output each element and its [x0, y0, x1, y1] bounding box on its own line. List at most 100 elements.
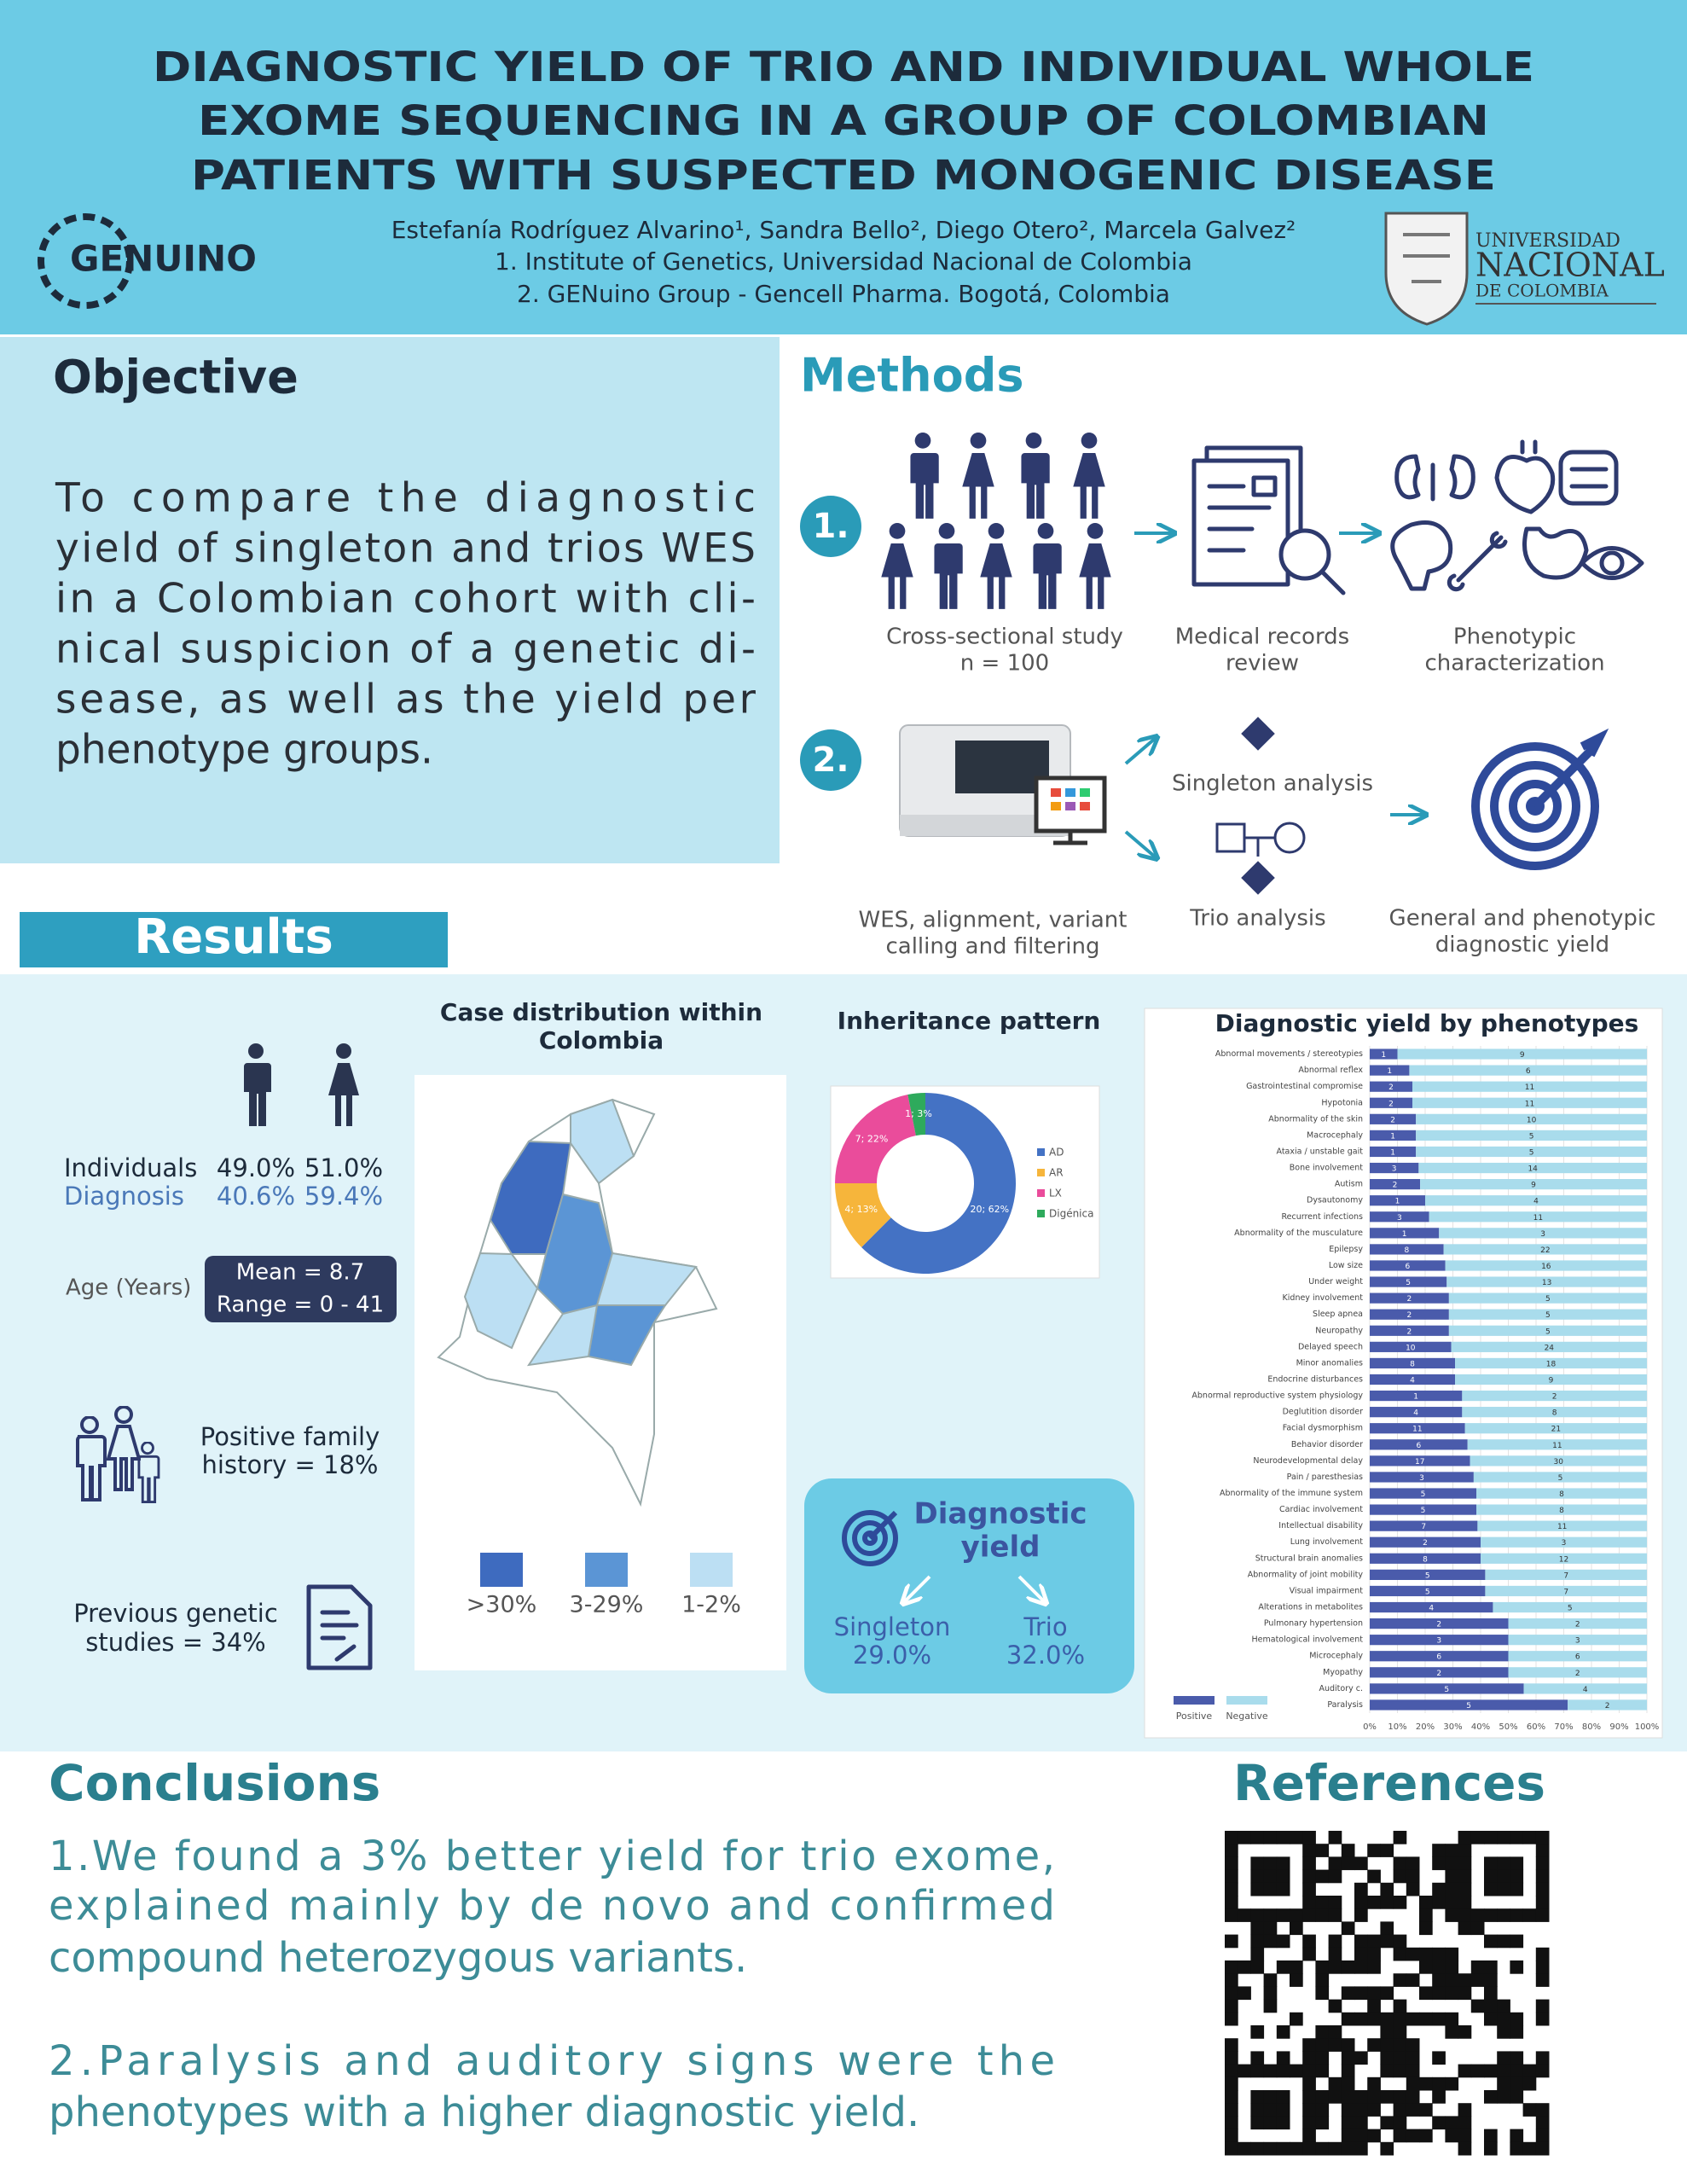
bar-value-label: 8 [1404, 1246, 1409, 1255]
x-tick-label: 100% [1635, 1722, 1660, 1732]
map-legend-swatch [480, 1553, 523, 1587]
qr-module [1458, 1882, 1472, 1896]
qr-module [1302, 2129, 1316, 2143]
bar-value-label: 5 [1425, 1588, 1430, 1596]
title-line: EXOME SEQUENCING IN A GROUP OF COLOMBIAN [198, 97, 1489, 145]
qr-module [1510, 2141, 1524, 2156]
qr-module [1225, 2090, 1238, 2104]
qr-module [1445, 1856, 1459, 1871]
x-tick-label: 20% [1416, 1722, 1435, 1732]
bar-segment [1412, 1097, 1647, 1108]
bar-value-label: 30 [1554, 1458, 1564, 1467]
qr-module [1290, 2012, 1303, 2026]
bar-segment [1425, 1195, 1647, 1206]
bar-value-label: 1 [1413, 1393, 1418, 1402]
bar-segment [1416, 1130, 1647, 1141]
bar-segment [1370, 1455, 1470, 1467]
qr-module [1250, 2116, 1265, 2130]
qr-module [1380, 2141, 1394, 2156]
qr-module [1276, 1831, 1290, 1844]
qr-module [1263, 1973, 1278, 1987]
qr-module [1263, 2141, 1278, 2156]
qr-module [1225, 1896, 1238, 1909]
qr-module [1276, 2090, 1290, 2104]
qr-module [1290, 1908, 1303, 1922]
section-heading: Results [134, 909, 333, 965]
qr-module [1458, 1831, 1472, 1844]
qr-module [1276, 1869, 1290, 1884]
qr-module [1225, 1856, 1238, 1871]
bar-value-label: 3 [1397, 1214, 1402, 1223]
qr-module [1445, 1960, 1459, 1974]
bar-value-label: 2 [1393, 1182, 1398, 1190]
family-history: Positive family [200, 1422, 380, 1451]
qr-module [1535, 1973, 1550, 1987]
qr-module [1367, 1999, 1381, 2013]
qr-module [1315, 1960, 1330, 1974]
bar-value-label: 5 [1444, 1686, 1449, 1694]
qr-module [1510, 1960, 1524, 1974]
qr-module [1225, 2064, 1238, 2078]
bar-segment [1370, 1423, 1465, 1434]
objective-line: sease, as well as the yield per [55, 677, 757, 723]
bar-value-label: 3 [1540, 1230, 1545, 1239]
bar-value-label: 7 [1563, 1588, 1568, 1596]
qr-module [1535, 2103, 1550, 2117]
bar-value-label: 2 [1388, 1100, 1394, 1108]
chart-title: Inheritance pattern [838, 1007, 1101, 1035]
qr-module [1238, 2064, 1251, 2078]
qr-module [1406, 2012, 1420, 2026]
qr-module [1484, 1869, 1498, 1884]
bar-segment [1416, 1146, 1647, 1158]
bar-segment [1397, 1048, 1647, 1060]
qr-module [1497, 1869, 1510, 1884]
qr-module [1522, 2103, 1537, 2117]
qr-module [1328, 1947, 1342, 1961]
map-title: Colombia [539, 1026, 664, 1054]
qr-module [1225, 1831, 1238, 1844]
bar-value-label: 2 [1605, 1702, 1610, 1711]
qr-module [1510, 2129, 1524, 2143]
demographic-cell: 51.0% [304, 1153, 383, 1182]
qr-module [1380, 2038, 1394, 2052]
qr-module [1302, 1856, 1316, 1871]
qr-module [1238, 2141, 1251, 2156]
category-label: Ataxia / unstable gait [1277, 1147, 1364, 1156]
bar-segment [1370, 1048, 1398, 1060]
qr-module [1302, 1844, 1316, 1857]
qr-module [1367, 1896, 1381, 1909]
qr-module [1393, 1934, 1407, 1949]
logo-text: GENUINO [70, 238, 257, 280]
map-legend-label: 3-29% [570, 1592, 644, 1618]
bar-value-label: 2 [1575, 1621, 1580, 1629]
bar-segment [1370, 1536, 1481, 1548]
bar-value-label: 8 [1410, 1360, 1415, 1368]
section-heading: Objective [53, 351, 299, 404]
qr-module [1250, 1856, 1265, 1871]
qr-module [1484, 2129, 1498, 2143]
section-heading: Conclusions [49, 1754, 380, 1812]
qr-module [1393, 1856, 1407, 1871]
bar-segment [1370, 1162, 1419, 1174]
qr-code [1225, 1831, 1550, 2156]
genuino-ring [38, 213, 133, 309]
qr-module [1432, 1882, 1446, 1896]
bar-value-label: 10 [1406, 1344, 1416, 1352]
x-tick-label: 30% [1443, 1722, 1462, 1732]
qr-module [1341, 1844, 1355, 1857]
demographic-cell: 49.0% [217, 1153, 295, 1182]
qr-module [1354, 1882, 1368, 1896]
bar-segment [1370, 1065, 1410, 1076]
qr-module [1315, 2141, 1330, 2156]
qr-module [1276, 1856, 1290, 1871]
bar-value-label: 5 [1545, 1327, 1551, 1336]
conclusion-line: 1.We found a 3% better yield for trio ex… [49, 1833, 1055, 1880]
pie-slice [861, 1093, 1016, 1274]
bar-segment [1446, 1276, 1647, 1287]
legend-swatch [1037, 1210, 1045, 1217]
qr-module [1250, 2103, 1265, 2117]
bar-segment [1418, 1162, 1647, 1174]
x-tick-label: 50% [1499, 1722, 1517, 1732]
qr-module [1290, 1973, 1303, 1987]
bar-segment [1476, 1504, 1647, 1515]
